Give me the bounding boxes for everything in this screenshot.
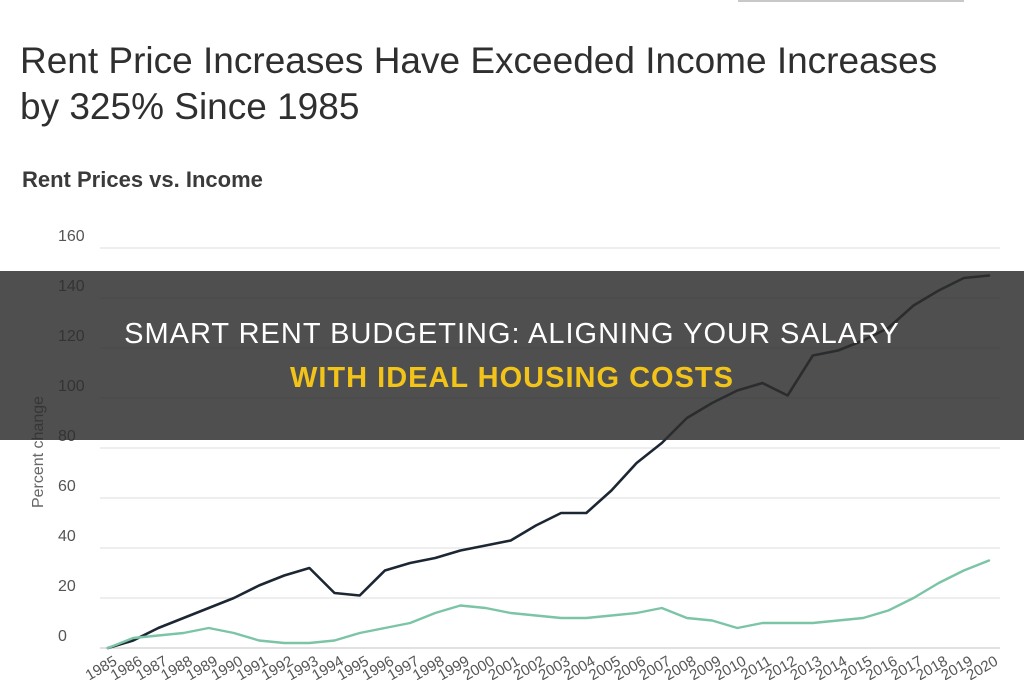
page-title: Rent Price Increases Have Exceeded Incom… bbox=[20, 40, 938, 127]
title-banner: SMART RENT BUDGETING: ALIGNING YOUR SALA… bbox=[0, 271, 1024, 440]
y-tick-label: 160 bbox=[58, 228, 85, 245]
y-tick-label: 60 bbox=[58, 478, 76, 495]
series-line-1 bbox=[106, 559, 991, 650]
chart-title: Rent Prices vs. Income bbox=[22, 167, 263, 192]
banner-headline: SMART RENT BUDGETING: ALIGNING YOUR SALA… bbox=[124, 317, 900, 350]
y-tick-label: 20 bbox=[58, 578, 76, 595]
y-tick-label: 40 bbox=[58, 528, 76, 545]
top-divider bbox=[738, 0, 964, 2]
banner-subheadline: WITH IDEAL HOUSING COSTS bbox=[290, 361, 734, 394]
y-tick-label: 0 bbox=[58, 628, 67, 645]
